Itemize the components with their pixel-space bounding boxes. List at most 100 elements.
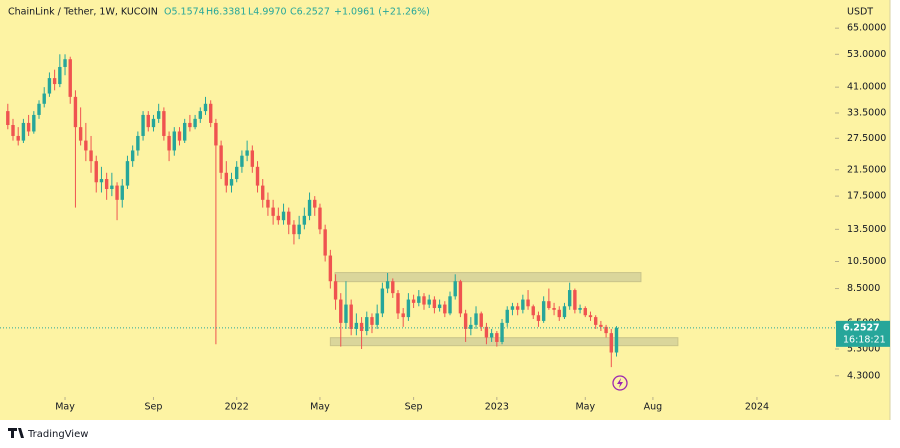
candle-body <box>547 301 551 309</box>
candle-body <box>188 122 192 128</box>
y-tick-label: 8.5000 <box>847 283 880 294</box>
candle-body <box>146 114 150 128</box>
candle-body <box>578 308 582 310</box>
candle-body <box>177 131 182 141</box>
candle-body <box>406 299 411 318</box>
candle-body <box>422 296 426 305</box>
candle-body <box>63 59 67 67</box>
candle-body <box>302 215 307 225</box>
countdown-label: 16:18:21 <box>843 334 886 345</box>
candle-body <box>354 322 359 329</box>
candle-body <box>68 59 72 97</box>
candle-body <box>463 313 468 329</box>
candle-body <box>6 111 10 126</box>
x-tick-label: May <box>55 402 75 413</box>
candle-body <box>427 299 431 305</box>
candle-body <box>115 185 119 200</box>
candle-body <box>21 122 26 141</box>
symbol-title: ChainLink / Tether, 1W, KUCOIN <box>8 7 158 18</box>
y-tick-label: 27.5000 <box>847 133 886 144</box>
candle-body <box>531 306 535 316</box>
candle-body <box>469 324 473 329</box>
candle-body <box>526 299 530 307</box>
candle-body <box>536 315 541 321</box>
y-tick-label: 5.3000 <box>847 344 880 355</box>
y-tick-label: 41.0000 <box>847 82 886 93</box>
candle-body <box>94 161 98 183</box>
last-price-box <box>836 320 890 347</box>
candle-body <box>448 296 452 314</box>
candle-body <box>203 103 208 112</box>
candle-body <box>370 317 374 325</box>
y-tick-label: 17.5000 <box>847 191 886 202</box>
candle-body <box>52 78 57 85</box>
change-label: +1.0961 (+21.26%) <box>334 7 430 18</box>
low-label: L4.9970 <box>248 7 287 18</box>
candle-body <box>266 199 270 208</box>
last-price-label: 6.2527 <box>843 322 880 333</box>
x-tick-label: 2023 <box>485 402 509 413</box>
y-tick-label: 10.5000 <box>847 256 886 267</box>
candle-body <box>224 172 229 186</box>
high-label: H6.3381 <box>206 7 246 18</box>
candle-body <box>219 145 223 173</box>
candle-body <box>437 304 442 309</box>
event-icon[interactable] <box>612 375 628 391</box>
candle-body <box>120 185 124 200</box>
candle-body <box>32 114 36 132</box>
candle-body <box>125 161 130 186</box>
candle-body <box>359 322 364 332</box>
candle-body <box>411 299 416 303</box>
y-tick-label: 21.5000 <box>847 164 886 175</box>
candle-body <box>292 224 296 235</box>
x-tick-label: Sep <box>145 402 163 413</box>
brand-logo <box>8 428 24 438</box>
candle-body <box>328 255 333 282</box>
candle-body <box>515 306 520 310</box>
candle-body <box>339 299 343 323</box>
candle-body <box>84 140 88 151</box>
candle-body <box>401 313 405 318</box>
candle-body <box>614 327 619 353</box>
candle-body <box>209 103 213 123</box>
candle-body <box>495 333 499 342</box>
brand-name: TradingView <box>27 429 88 440</box>
candle-body <box>479 313 483 327</box>
candle-body <box>557 309 561 318</box>
candle-body <box>73 96 78 128</box>
candle-body <box>47 78 52 94</box>
close-label: C6.2527 <box>290 7 330 18</box>
candle-body <box>11 125 15 136</box>
candle-body <box>474 313 478 325</box>
candle-body <box>349 304 353 329</box>
y-tick-label: 65.0000 <box>847 23 886 34</box>
currency-label: USDT <box>847 7 873 18</box>
candle-body <box>562 306 567 318</box>
candle-body <box>593 317 598 325</box>
candle-body <box>26 122 31 132</box>
candle-body <box>432 299 437 309</box>
x-tick-label: May <box>575 402 595 413</box>
x-tick-label: May <box>310 402 330 413</box>
open-label: O5.1574 <box>164 7 205 18</box>
candle-body <box>458 281 463 314</box>
y-tick-label: 13.5000 <box>847 224 886 235</box>
x-tick-label: Aug <box>644 402 663 413</box>
candle-body <box>573 290 577 310</box>
candle-body <box>323 229 327 256</box>
event-icon-bolt <box>617 378 623 388</box>
candle-body <box>583 308 587 316</box>
candle-body <box>193 118 197 128</box>
candle-body <box>365 317 369 332</box>
candle-body <box>198 111 202 119</box>
candle-body <box>141 114 145 136</box>
candle-body <box>37 103 41 115</box>
candle-body <box>380 288 385 314</box>
candle-body <box>307 199 312 216</box>
candle-body <box>500 322 504 342</box>
candle-body <box>42 93 46 104</box>
candle-body <box>250 150 255 167</box>
candle-body <box>78 127 83 141</box>
candle-body <box>130 150 135 162</box>
candle-body <box>396 293 400 314</box>
